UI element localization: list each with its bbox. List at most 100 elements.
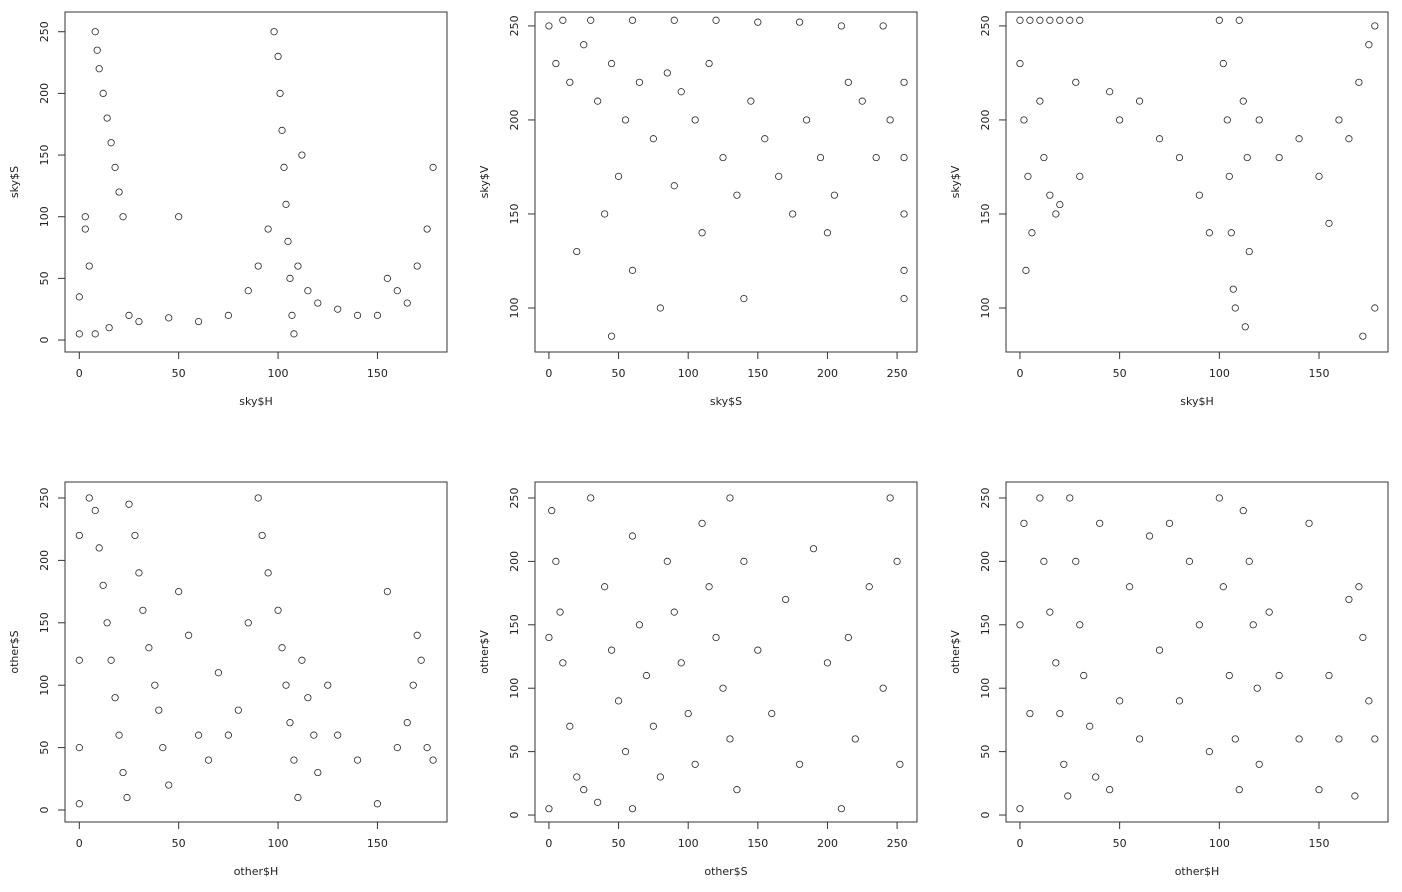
point <box>545 22 553 30</box>
point <box>1155 135 1164 143</box>
x-tick-label: 200 <box>817 837 838 850</box>
plot-box <box>64 11 448 353</box>
x-axis-label: other$S <box>704 865 747 878</box>
point <box>258 531 266 540</box>
point <box>1028 229 1036 237</box>
point <box>294 793 302 802</box>
point <box>393 287 401 295</box>
point <box>587 16 595 24</box>
point <box>548 507 556 515</box>
point <box>115 188 123 196</box>
point <box>314 768 322 777</box>
point <box>663 557 671 565</box>
point <box>691 116 699 124</box>
point <box>628 16 637 24</box>
point <box>423 744 431 752</box>
point <box>1325 219 1333 227</box>
x-axis-label: sky$H <box>239 395 273 408</box>
point <box>1355 583 1363 591</box>
x-axis-label: sky$H <box>1180 395 1214 408</box>
x-tick-label: 100 <box>1209 367 1230 380</box>
y-tick-label: 0 <box>38 807 51 814</box>
point <box>1195 191 1203 199</box>
point <box>677 659 685 667</box>
point <box>409 681 417 689</box>
point <box>1239 507 1247 515</box>
point <box>1046 16 1054 24</box>
y-tick-label: 250 <box>979 15 992 36</box>
point <box>879 22 887 30</box>
point <box>91 330 99 338</box>
point <box>1219 583 1227 591</box>
point <box>75 656 83 664</box>
point <box>95 544 103 552</box>
point <box>1020 116 1028 124</box>
x-tick-label: 50 <box>172 837 186 850</box>
point <box>413 262 421 270</box>
x-axis-label: sky$S <box>710 395 742 408</box>
point <box>103 114 111 122</box>
point <box>145 644 153 652</box>
point <box>844 78 852 86</box>
point <box>1275 153 1283 162</box>
x-axis-label: other$H <box>1175 865 1220 878</box>
point <box>580 786 588 794</box>
point <box>1066 16 1074 24</box>
x-tick-label: 0 <box>76 837 83 850</box>
x-tick-label: 50 <box>612 367 626 380</box>
point <box>353 756 362 764</box>
point <box>155 706 163 714</box>
point <box>185 631 193 639</box>
point <box>111 163 119 171</box>
y-tick-label: 0 <box>979 812 992 819</box>
point <box>224 731 232 739</box>
point <box>194 317 203 326</box>
point <box>234 706 242 714</box>
y-tick-label: 100 <box>508 297 521 318</box>
point <box>601 583 609 591</box>
point <box>151 681 159 689</box>
x-tick-label: 100 <box>678 367 699 380</box>
point <box>719 153 727 162</box>
y-axis-label: other$V <box>478 630 491 674</box>
point <box>1056 200 1064 209</box>
point <box>274 606 282 614</box>
plot-box <box>64 481 448 823</box>
y-axis-label: sky$S <box>8 166 21 198</box>
panel: 0 50 100 150 0 50 100 150 200 250 other$H other$V <box>949 481 1389 878</box>
point <box>1036 494 1044 502</box>
point <box>607 332 616 340</box>
point <box>628 266 637 274</box>
point <box>893 557 901 565</box>
y-tick-label: 150 <box>979 614 992 635</box>
y-tick-label: 200 <box>508 551 521 572</box>
point <box>1225 671 1233 680</box>
point <box>1205 229 1213 237</box>
point <box>244 619 252 627</box>
point <box>754 646 762 654</box>
y-tick-label: 100 <box>979 678 992 699</box>
point <box>131 531 139 540</box>
point <box>712 633 720 642</box>
y-tick-label: 0 <box>38 337 51 344</box>
point <box>594 97 602 105</box>
point <box>1225 172 1233 180</box>
point <box>1325 671 1333 680</box>
point <box>1185 557 1194 565</box>
point <box>1249 621 1257 629</box>
y-tick-label: 0 <box>508 812 521 819</box>
point <box>851 735 859 743</box>
point <box>393 744 401 752</box>
x-tick-label: 250 <box>887 367 908 380</box>
point <box>1223 116 1231 124</box>
point <box>1026 16 1034 24</box>
point <box>823 229 832 237</box>
point <box>1205 748 1213 756</box>
point <box>429 756 437 764</box>
point <box>383 274 391 282</box>
point <box>559 16 567 24</box>
y-tick-label: 200 <box>38 83 51 104</box>
point <box>1345 595 1353 604</box>
point <box>278 126 286 134</box>
point <box>286 274 294 282</box>
